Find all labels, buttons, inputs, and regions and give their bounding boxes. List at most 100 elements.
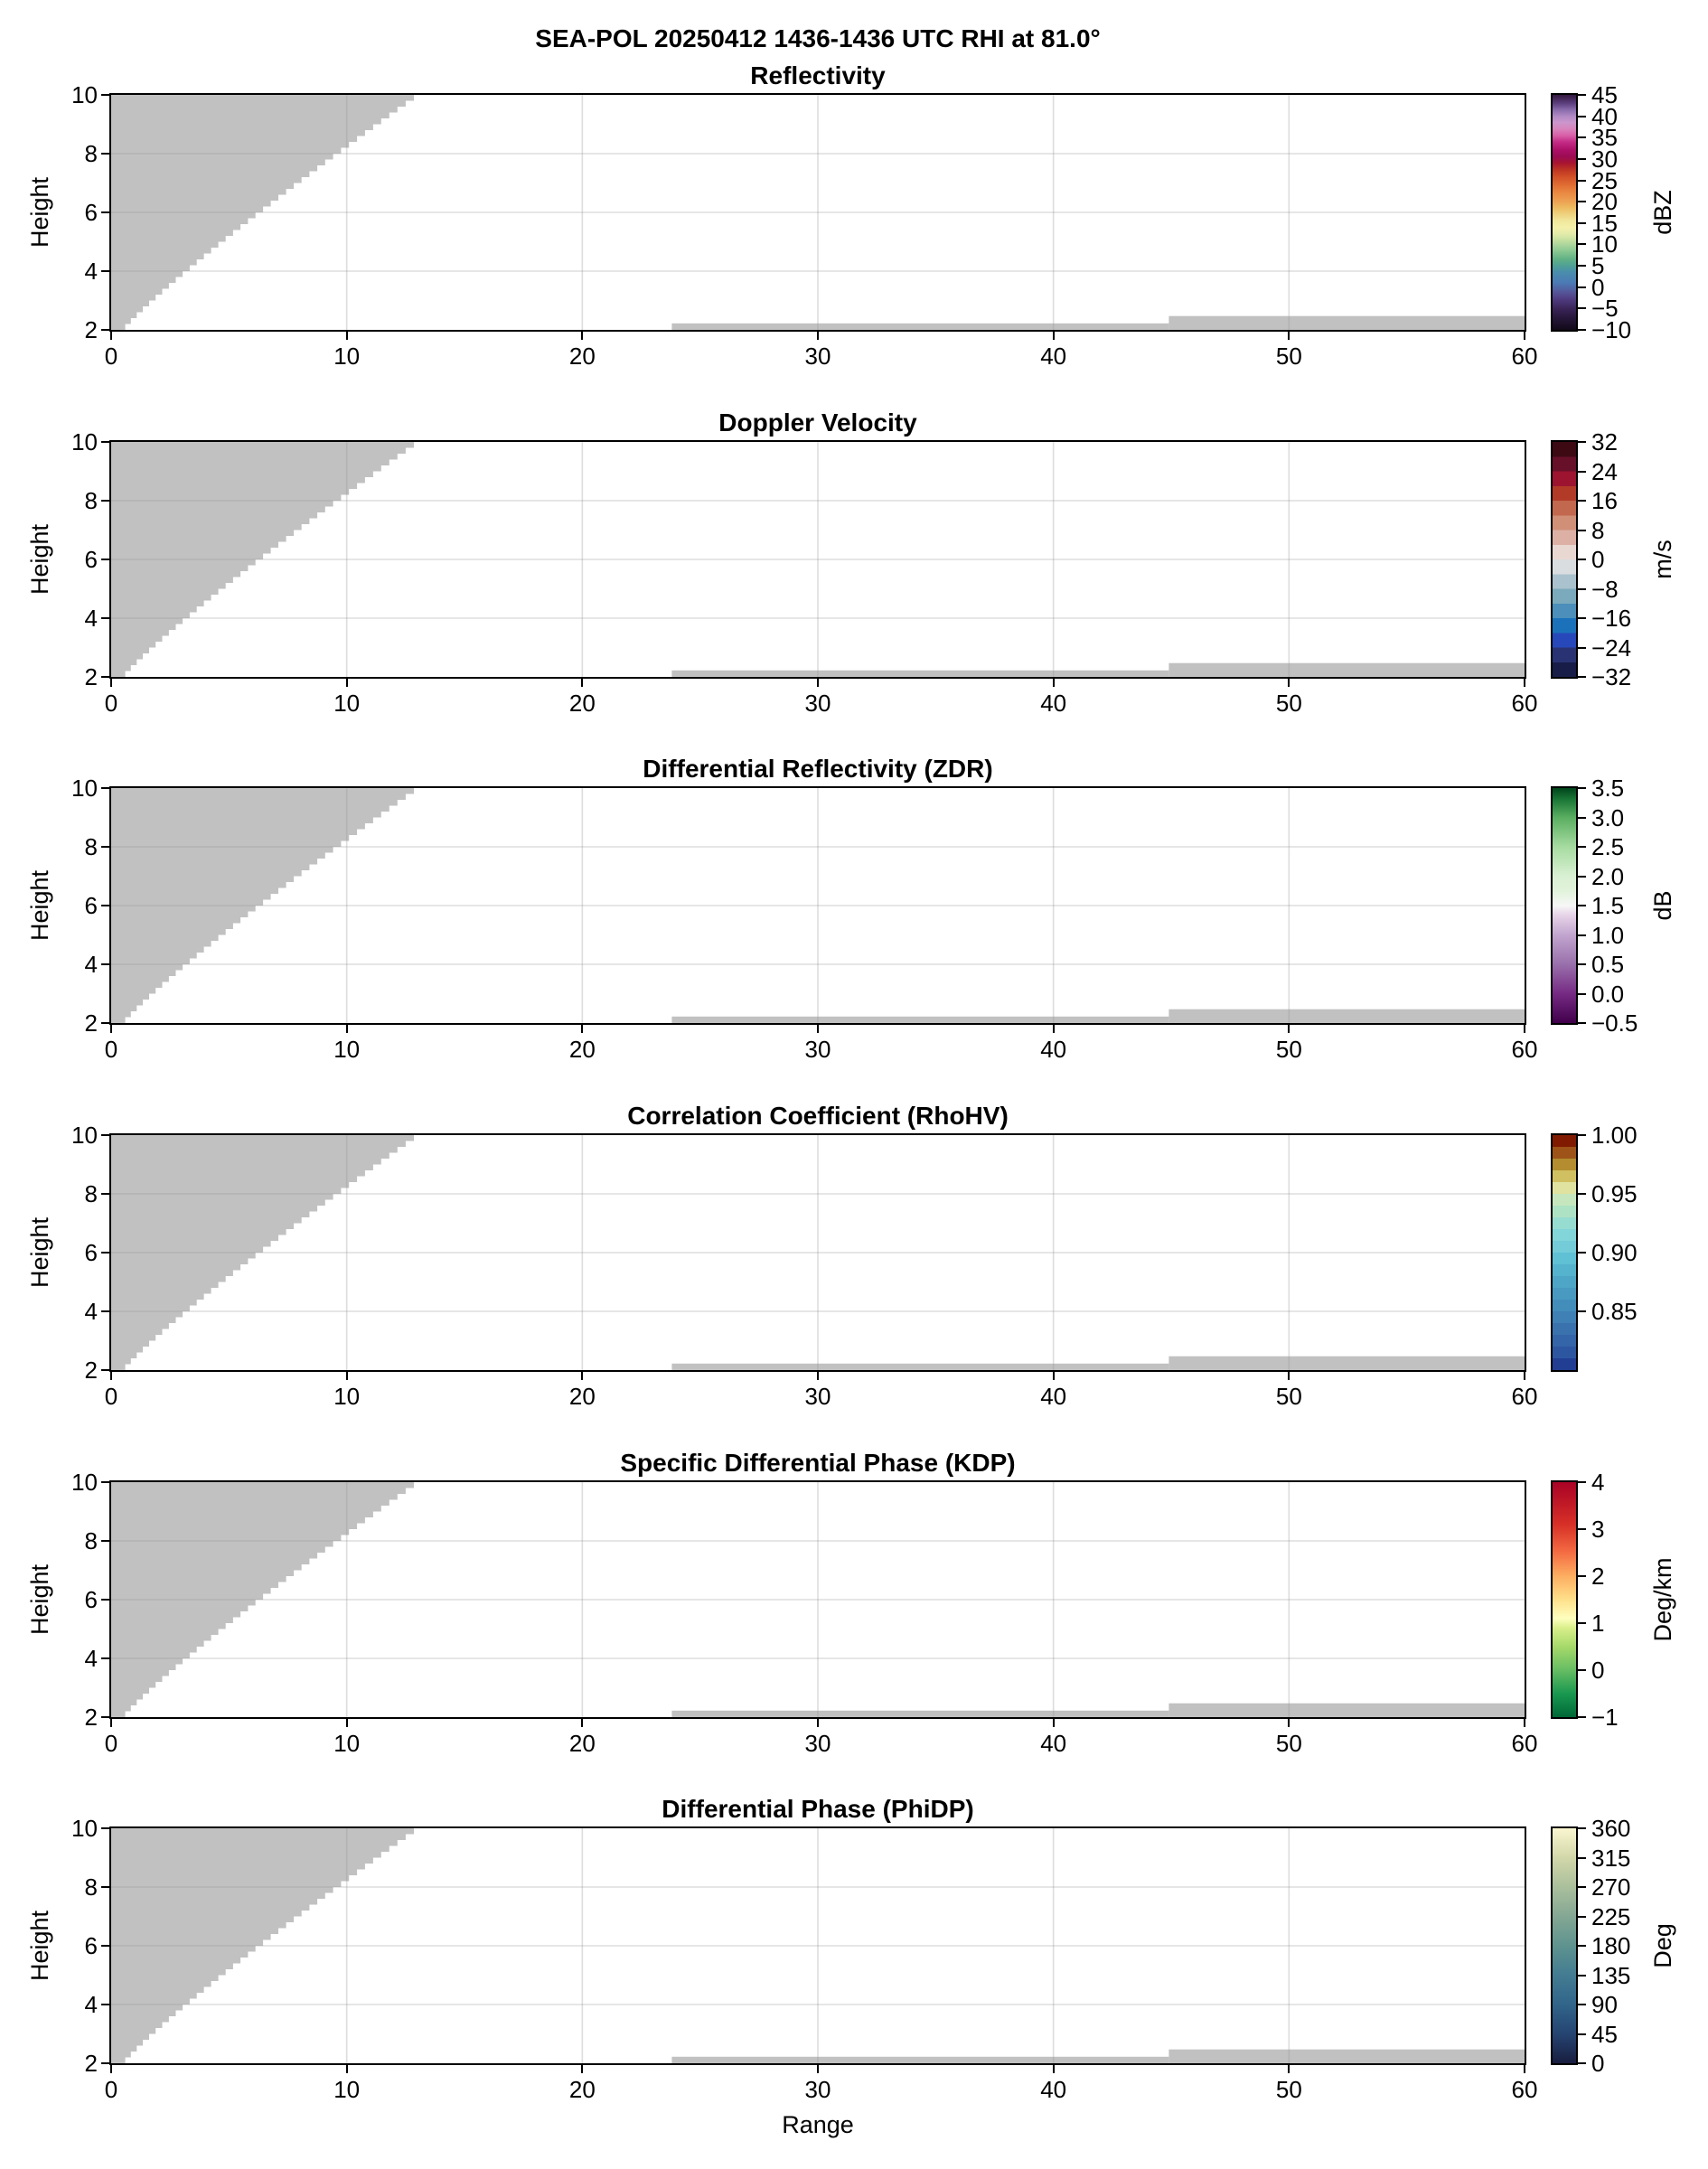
colorbar-tick-mark xyxy=(1578,676,1586,678)
panel-title: Reflectivity xyxy=(750,61,886,89)
y-tick-mark xyxy=(101,1540,109,1542)
masked-staircase-region xyxy=(111,788,414,1023)
x-tick-label: 40 xyxy=(1040,343,1067,370)
x-tick-label: 30 xyxy=(804,1730,831,1757)
y-tick-mark xyxy=(101,329,109,331)
x-tick-mark xyxy=(1288,679,1290,687)
colorbar-tick-mark xyxy=(1578,992,1586,995)
y-tick-mark xyxy=(101,559,109,560)
colorbar-tick-mark xyxy=(1578,136,1586,139)
y-tick-label: 2 xyxy=(84,1357,98,1384)
y-axis-label: Height xyxy=(26,869,53,942)
colorbar-tick-label: 90 xyxy=(1591,1991,1618,2018)
masked-strip-region xyxy=(1168,1703,1525,1717)
y-tick-label: 6 xyxy=(84,1239,98,1266)
y-tick-label: 10 xyxy=(71,1815,98,1842)
colorbar-tick-label: 10 xyxy=(1591,230,1618,258)
x-tick-mark xyxy=(110,332,112,340)
colorbar-tick-mark xyxy=(1578,1945,1586,1947)
colorbar-tick-label: 315 xyxy=(1591,1844,1631,1872)
colorbar-unit-label: Deg xyxy=(1649,1923,1676,1968)
colorbar-tick-label: 25 xyxy=(1591,166,1618,194)
x-tick-label: 50 xyxy=(1275,1036,1302,1063)
colorbar-tick-mark xyxy=(1578,1974,1586,1977)
x-tick-label: 10 xyxy=(333,343,361,370)
y-tick-mark xyxy=(101,2062,109,2064)
colorbar-tick-label: 32 xyxy=(1591,428,1618,455)
colorbar-tick-mark xyxy=(1578,2004,1586,2005)
colorbar-tick-label: 0 xyxy=(1591,273,1605,301)
colorbar-tick-label: −5 xyxy=(1591,295,1619,323)
plot-area xyxy=(109,1826,1526,2065)
colorbar-tick-mark xyxy=(1578,157,1586,160)
x-tick-label: 60 xyxy=(1511,1383,1538,1410)
y-tick-mark xyxy=(101,2004,109,2005)
plot-canvas xyxy=(111,1482,1525,1717)
colorbar-tick-label: 0 xyxy=(1591,1657,1605,1684)
y-tick-label: 6 xyxy=(84,199,98,226)
colorbar-tick-label: 16 xyxy=(1591,487,1618,514)
x-tick-mark xyxy=(110,1372,112,1380)
x-tick-mark xyxy=(1288,1719,1290,1727)
plot-area xyxy=(109,93,1526,332)
y-tick-label: 10 xyxy=(71,1469,98,1496)
x-tick-mark xyxy=(1052,332,1055,340)
x-tick-label: 10 xyxy=(333,1036,361,1063)
y-axis-label: Height xyxy=(26,523,53,596)
x-tick-mark xyxy=(1288,1372,1290,1380)
colorbar-tick-label: 15 xyxy=(1591,209,1618,237)
y-tick-mark xyxy=(101,1945,109,1947)
colorbar-tick-mark xyxy=(1578,307,1586,310)
x-tick-label: 40 xyxy=(1040,1730,1067,1757)
y-tick-mark xyxy=(101,617,109,619)
x-tick-label: 0 xyxy=(104,1036,118,1063)
figure-suptitle: SEA-POL 20250412 1436-1436 UTC RHI at 81… xyxy=(535,24,1101,52)
x-tick-mark xyxy=(817,679,819,687)
colorbar-tick-mark xyxy=(1578,1716,1586,1718)
x-tick-label: 60 xyxy=(1511,2076,1538,2103)
x-tick-label: 20 xyxy=(568,343,596,370)
y-tick-mark xyxy=(101,1657,109,1659)
plot-area xyxy=(109,786,1526,1025)
colorbar-tick-mark xyxy=(1578,816,1586,819)
y-tick-label: 6 xyxy=(84,546,98,573)
y-tick-label: 8 xyxy=(84,1873,98,1901)
x-tick-mark xyxy=(110,1719,112,1727)
y-tick-label: 8 xyxy=(84,140,98,167)
masked-staircase-region xyxy=(111,442,414,677)
colorbar-tick-label: 2 xyxy=(1591,1563,1605,1590)
masked-strip-region xyxy=(1168,1009,1525,1023)
y-tick-label: 2 xyxy=(84,1704,98,1731)
x-tick-mark xyxy=(345,679,348,687)
colorbar-tick-mark xyxy=(1578,875,1586,878)
masked-staircase-region xyxy=(111,1135,414,1370)
colorbar-tick-mark xyxy=(1578,115,1586,117)
x-tick-label: 0 xyxy=(104,690,118,717)
colorbar-tick-mark xyxy=(1578,1134,1586,1136)
x-tick-mark xyxy=(1288,2065,1290,2073)
x-tick-label: 60 xyxy=(1511,1036,1538,1063)
colorbar xyxy=(1551,1826,1578,2065)
colorbar-tick-label: −0.5 xyxy=(1591,1009,1638,1037)
colorbar-tick-label: 1 xyxy=(1591,1610,1605,1637)
colorbar-tick-label: −10 xyxy=(1591,316,1632,343)
x-tick-label: 0 xyxy=(104,1383,118,1410)
colorbar-tick-mark xyxy=(1578,243,1586,246)
y-tick-label: 4 xyxy=(84,1298,98,1325)
masked-staircase-region xyxy=(111,1828,414,2063)
colorbar-tick-mark xyxy=(1578,1022,1586,1024)
x-tick-label: 20 xyxy=(568,690,596,717)
colorbar-tick-label: 2.0 xyxy=(1591,862,1625,890)
x-tick-mark xyxy=(581,1719,584,1727)
masked-strip-region xyxy=(1168,662,1525,677)
colorbar-tick-mark xyxy=(1578,963,1586,965)
colorbar-tick-label: 0.5 xyxy=(1591,951,1625,978)
x-tick-label: 40 xyxy=(1040,1036,1067,1063)
x-tick-label: 20 xyxy=(568,1730,596,1757)
colorbar-tick-mark xyxy=(1578,1528,1586,1530)
colorbar-tick-mark xyxy=(1578,1827,1586,1829)
y-tick-label: 4 xyxy=(84,1991,98,2018)
x-tick-label: 10 xyxy=(333,1383,361,1410)
colorbar-tick-label: 40 xyxy=(1591,102,1618,130)
